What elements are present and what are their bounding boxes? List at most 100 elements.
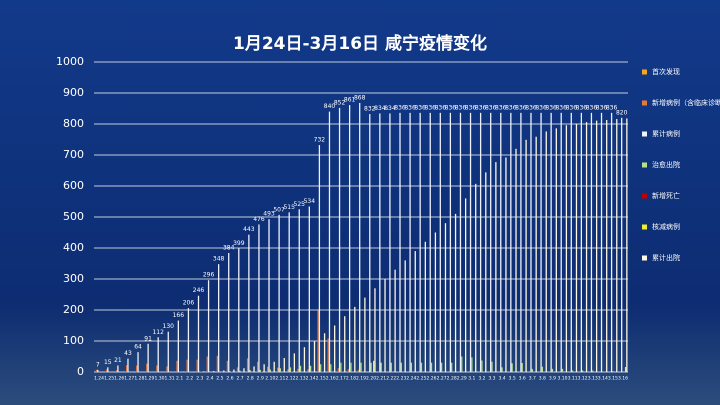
value-label: 384 [223, 244, 235, 251]
bar [469, 112, 472, 372]
bar [177, 320, 179, 372]
x-tick-label: 3.13 [588, 376, 598, 382]
x-tick-label: 3.1 [468, 376, 475, 382]
bar [444, 223, 447, 372]
bar [328, 111, 331, 372]
bar [359, 102, 361, 373]
bar [510, 112, 512, 372]
x-tick-label: 1.25 [104, 376, 114, 382]
x-tick-label: 3.10 [557, 376, 567, 382]
x-tick-label: 2.3 [196, 376, 203, 382]
bar [320, 364, 322, 372]
chart-title: 1月24日-3月16日 咸宁疫情变化 [233, 33, 487, 54]
legend-swatch [642, 100, 647, 106]
bar [238, 248, 240, 372]
bar [268, 219, 270, 372]
bar [602, 371, 604, 372]
x-tick-label: 2.17 [336, 376, 346, 382]
bar [147, 343, 149, 372]
bar [471, 357, 473, 372]
bar [560, 112, 562, 372]
bar [344, 316, 346, 372]
legend-label: 治愈出院 [652, 160, 680, 169]
y-tick-label: 0 [77, 365, 84, 378]
bar [490, 112, 492, 372]
bar [429, 112, 431, 372]
bar [186, 359, 188, 372]
bar [187, 308, 190, 372]
y-tick-label: 700 [63, 148, 84, 161]
bar [550, 112, 552, 372]
bar [330, 364, 332, 372]
value-label: 836 [404, 104, 416, 111]
bar [464, 198, 467, 372]
bar [419, 112, 421, 372]
value-label: 832 [364, 106, 376, 113]
legend-swatch [642, 193, 647, 199]
bar [570, 112, 572, 372]
x-tick-label: 1.28 [134, 376, 144, 382]
bar [117, 365, 119, 372]
bar [541, 366, 544, 372]
bar [157, 337, 159, 372]
value-label: 836 [485, 104, 497, 111]
bar [156, 365, 158, 372]
bar [196, 359, 198, 372]
bar [293, 353, 296, 372]
bar [216, 355, 219, 372]
value-label: 534 [304, 198, 316, 205]
bar [439, 112, 441, 372]
bar [299, 365, 302, 372]
bar [525, 139, 527, 372]
x-tick-label: 2.26 [427, 376, 437, 382]
bar [340, 362, 342, 372]
bar [434, 232, 437, 372]
bar [176, 360, 178, 372]
x-tick-label: 2.23 [396, 376, 406, 382]
value-label: 836 [445, 104, 457, 111]
value-label: 493 [263, 211, 275, 218]
bar [622, 371, 624, 372]
bar [249, 370, 251, 372]
bar [410, 362, 413, 372]
bar [521, 363, 523, 372]
bar [323, 333, 326, 372]
bar [277, 367, 279, 372]
bar [500, 112, 502, 372]
bar [347, 369, 349, 372]
bar [288, 212, 290, 372]
value-label: 21 [114, 357, 122, 364]
x-tick-label: 1.27 [124, 376, 134, 382]
bar [540, 112, 542, 372]
bar [146, 363, 148, 372]
bar [228, 252, 230, 372]
x-tick-label: 2.21 [376, 376, 386, 382]
bar [616, 119, 618, 372]
value-label: 836 [465, 104, 477, 111]
value-label: 515 [283, 204, 295, 211]
value-label: 820 [616, 109, 628, 116]
bar [258, 224, 260, 372]
y-tick-label: 300 [63, 272, 84, 285]
bar [590, 112, 593, 372]
value-label: 836 [425, 104, 437, 111]
bar [481, 360, 483, 372]
bar [515, 148, 517, 372]
bar [334, 325, 336, 372]
bar [278, 214, 280, 372]
bar [380, 362, 382, 372]
legend-swatch [642, 162, 647, 168]
x-tick-label: 3.8 [539, 376, 546, 382]
bar [127, 358, 129, 372]
bar [399, 112, 401, 372]
bar [236, 367, 239, 372]
bar [545, 131, 547, 372]
x-tick-label: 2.16 [326, 376, 336, 382]
value-label: 836 [576, 104, 588, 111]
bar [505, 157, 507, 372]
value-label: 836 [475, 104, 487, 111]
x-tick-label: 2.13 [296, 376, 306, 382]
x-tick-label: 2.22 [386, 376, 396, 382]
x-tick-label: 1.26 [114, 376, 124, 382]
